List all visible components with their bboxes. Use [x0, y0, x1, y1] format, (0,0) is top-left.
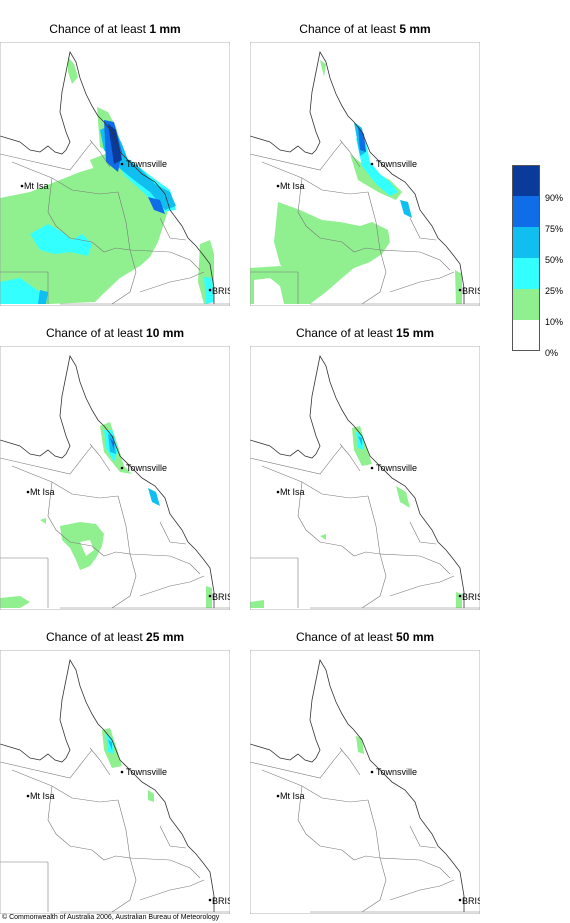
label-mt-isa: Mt Isa [30, 791, 55, 801]
region-boundaries [250, 747, 480, 913]
title-prefix: Chance of at least [45, 630, 147, 644]
place-marker-mt-isa: Mt Isa [20, 181, 49, 191]
title-prefix: Chance of at least [295, 326, 397, 340]
rain-overlay [0, 422, 212, 608]
place-marker-brisbane: BRIS [458, 896, 480, 906]
place-marker-mt-isa: Mt Isa [26, 487, 55, 497]
place-marker-mt-isa: Mt Isa [276, 487, 305, 497]
place-marker-mt-isa: Mt Isa [26, 791, 55, 801]
label-mt-isa: Mt Isa [24, 181, 49, 191]
place-marker-brisbane: BRIS [208, 896, 230, 906]
rain-overlay [0, 57, 214, 304]
legend-swatch-0-10 [512, 320, 540, 351]
legend-label-75: 75% [545, 224, 564, 234]
label-brisbane: BRIS [212, 592, 230, 602]
rain-overlay [250, 60, 462, 304]
border-lines [0, 346, 230, 610]
place-marker-townsville: Townsville [370, 463, 417, 473]
rain-overlay [356, 736, 364, 754]
map: Townsville Mt Isa BRIS [0, 650, 230, 914]
map: Townsville Mt Isa BRIS [250, 346, 480, 610]
place-marker-brisbane: BRIS [458, 286, 480, 296]
region-boundaries [250, 443, 480, 609]
title-prefix: Chance of at least [45, 326, 147, 340]
legend: 90% 75% 50% 25% 10% 0% [512, 165, 570, 360]
panel-title: Chance of at least 50 mm [250, 628, 480, 646]
label-brisbane: BRIS [212, 896, 230, 906]
state-outline [250, 50, 465, 304]
label-mt-isa: Mt Isa [30, 487, 55, 497]
label-mt-isa: Mt Isa [280, 791, 305, 801]
border-lines [250, 650, 480, 914]
panel-title: Chance of at least 1 mm [0, 20, 230, 38]
label-townsville: Townsville [376, 159, 417, 169]
border-lines [0, 650, 230, 914]
place-marker-townsville: Townsville [370, 767, 417, 777]
legend-swatch-90-100 [512, 165, 540, 196]
panel-title: Chance of at least 10 mm [0, 324, 230, 342]
label-townsville: Townsville [126, 767, 167, 777]
state-outline [0, 50, 215, 304]
place-marker-brisbane: BRIS [458, 592, 480, 602]
map: Townsville Mt Isa BRIS [250, 650, 480, 914]
panel-title: Chance of at least 15 mm [250, 324, 480, 342]
panel-title: Chance of at least 25 mm [0, 628, 230, 646]
legend-swatch-50-75 [512, 227, 540, 258]
title-threshold: 1 mm [149, 22, 181, 36]
place-marker-brisbane: BRIS [208, 592, 230, 602]
border-lines [250, 346, 480, 610]
region-boundaries [0, 747, 230, 913]
label-brisbane: BRIS [462, 286, 480, 296]
state-outline [250, 658, 465, 912]
legend-label-90: 90% [545, 193, 564, 203]
title-threshold: 50 mm [396, 630, 435, 644]
label-townsville: Townsville [376, 767, 417, 777]
place-marker-mt-isa: Mt Isa [276, 181, 305, 191]
map: Townsville Mt Isa BRIS [250, 42, 480, 306]
map: Townsville Mt Isa BRIS [0, 346, 230, 610]
copyright-notice: © Commonwealth of Australia 2006, Austra… [2, 914, 220, 921]
place-marker-townsville: Townsville [370, 159, 417, 169]
rain-overlay [102, 728, 154, 802]
region-boundaries [250, 139, 480, 305]
legend-swatch-10-25 [512, 289, 540, 320]
label-brisbane: BRIS [462, 592, 480, 602]
legend-label-0: 0% [545, 348, 559, 358]
state-outline [0, 658, 215, 912]
state-outline [250, 354, 465, 608]
legend-label-50: 50% [545, 255, 564, 265]
label-brisbane: BRIS [462, 896, 480, 906]
legend-swatch-75-90 [512, 196, 540, 227]
label-mt-isa: Mt Isa [280, 181, 305, 191]
region-boundaries [0, 443, 230, 609]
label-townsville: Townsville [126, 159, 167, 169]
place-marker-mt-isa: Mt Isa [276, 791, 305, 801]
place-marker-townsville: Townsville [120, 767, 167, 777]
legend-swatch-25-50 [512, 258, 540, 289]
label-brisbane: BRIS [212, 286, 230, 296]
label-townsville: Townsville [126, 463, 167, 473]
place-marker-brisbane: BRIS [208, 286, 230, 296]
title-prefix: Chance of at least [295, 630, 397, 644]
state-outline [0, 354, 215, 608]
place-marker-townsville: Townsville [120, 159, 167, 169]
title-threshold: 25 mm [146, 630, 185, 644]
rain-overlay [250, 426, 462, 608]
place-marker-townsville: Townsville [120, 463, 167, 473]
map: Townsville Mt Isa BRIS [0, 42, 230, 306]
panel-title: Chance of at least 5 mm [250, 20, 480, 38]
title-prefix: Chance of at least [299, 22, 400, 36]
title-prefix: Chance of at least [49, 22, 150, 36]
title-threshold: 5 mm [399, 22, 431, 36]
legend-label-10: 10% [545, 317, 564, 327]
title-threshold: 10 mm [146, 326, 185, 340]
legend-label-25: 25% [545, 286, 564, 296]
label-mt-isa: Mt Isa [280, 487, 305, 497]
title-threshold: 15 mm [396, 326, 435, 340]
label-townsville: Townsville [376, 463, 417, 473]
region-boundaries [0, 139, 230, 305]
